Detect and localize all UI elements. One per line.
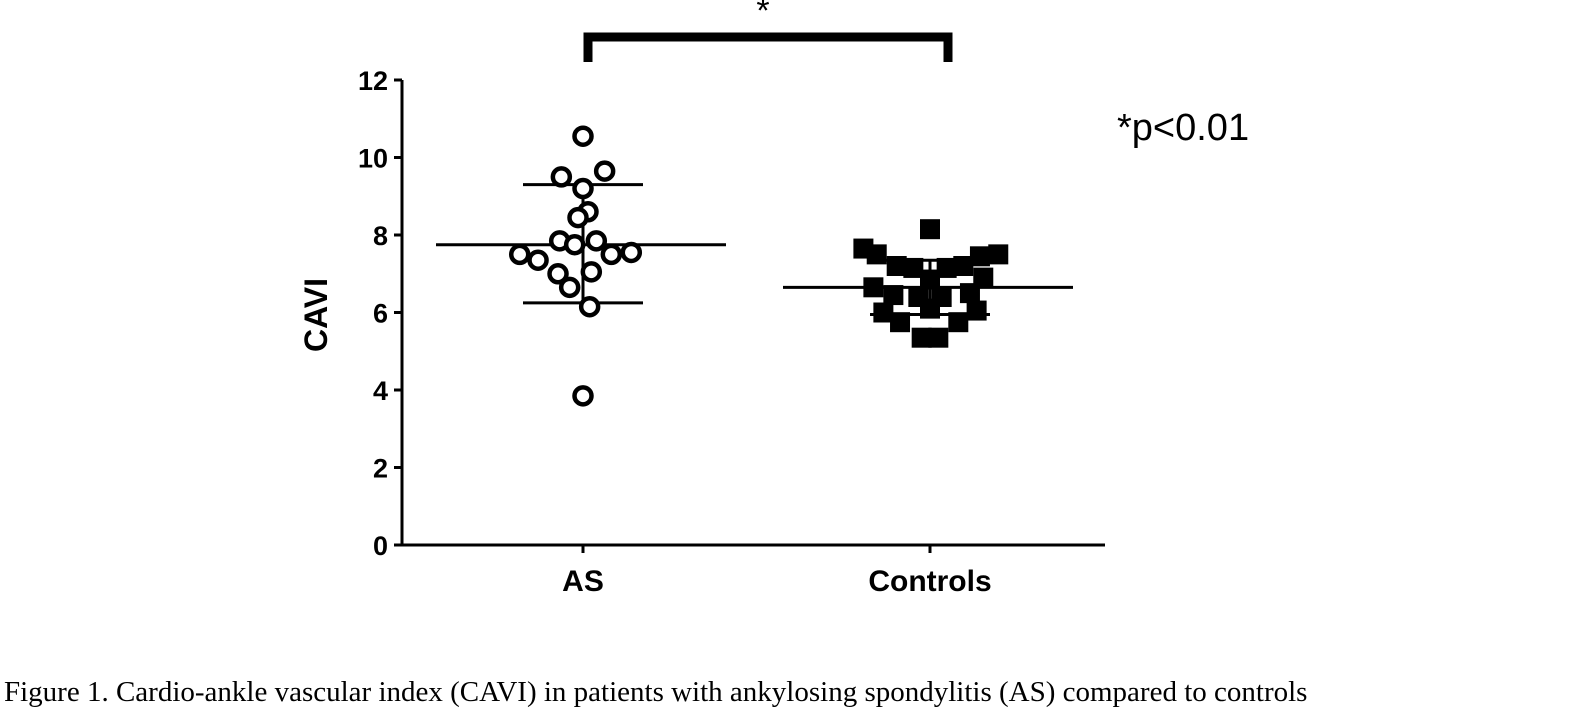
as-point — [563, 233, 586, 256]
x-tick-label: Controls — [868, 565, 991, 598]
y-tick-label: 4 — [373, 376, 388, 406]
as-point — [508, 243, 531, 266]
control-point — [920, 219, 940, 240]
p-value-annotation: *p<0.01 — [1117, 107, 1249, 149]
bracket-line — [583, 32, 953, 62]
control-point — [936, 257, 957, 278]
y-tick-label: 0 — [373, 531, 388, 561]
y-tick-label: 12 — [358, 66, 388, 96]
as-point — [593, 160, 616, 182]
as-point — [527, 249, 549, 271]
y-axis: 0 2 4 6 8 10 12 — [358, 66, 404, 561]
control-point — [873, 302, 894, 323]
figure-caption: Figure 1. Cardio-ankle vascular index (C… — [4, 676, 1308, 708]
data-points — [508, 125, 1009, 407]
significance-bracket: * — [583, 0, 953, 62]
as-point — [547, 263, 569, 285]
as-point — [572, 385, 594, 407]
y-tick-label: 10 — [358, 144, 388, 174]
as-point — [572, 177, 594, 200]
control-point — [886, 256, 907, 276]
as-point — [558, 276, 581, 299]
y-tick-label: 8 — [373, 221, 388, 251]
scatter-chart: 0 2 4 6 8 10 12 AS Controls * CAVI *p<0.01 — [298, 0, 1249, 598]
control-point — [920, 269, 940, 290]
y-tick-label: 6 — [373, 299, 388, 329]
control-point — [948, 312, 969, 333]
x-tick-label: AS — [562, 565, 604, 598]
y-tick-label: 2 — [373, 454, 388, 484]
as-point — [572, 125, 594, 147]
control-point — [959, 283, 980, 304]
control-point — [973, 267, 994, 288]
control-point — [920, 298, 940, 319]
as-point — [620, 241, 643, 264]
as-point — [580, 261, 603, 283]
control-point — [903, 257, 924, 278]
control-point — [883, 285, 904, 306]
control-point — [863, 277, 884, 298]
as-point — [567, 206, 589, 229]
control-point — [866, 244, 887, 265]
control-point — [969, 246, 990, 267]
y-axis-title: CAVI — [298, 278, 334, 352]
as-point — [578, 295, 601, 318]
control-point — [911, 327, 932, 348]
x-axis: AS Controls — [402, 543, 1105, 598]
control-point — [966, 300, 987, 321]
as-point — [585, 230, 608, 252]
as-point — [550, 166, 573, 188]
as-point — [600, 243, 623, 266]
control-point — [928, 327, 949, 348]
control-point — [890, 312, 911, 333]
control-point — [988, 244, 1009, 265]
control-point — [953, 256, 974, 276]
significance-star: * — [756, 0, 769, 30]
